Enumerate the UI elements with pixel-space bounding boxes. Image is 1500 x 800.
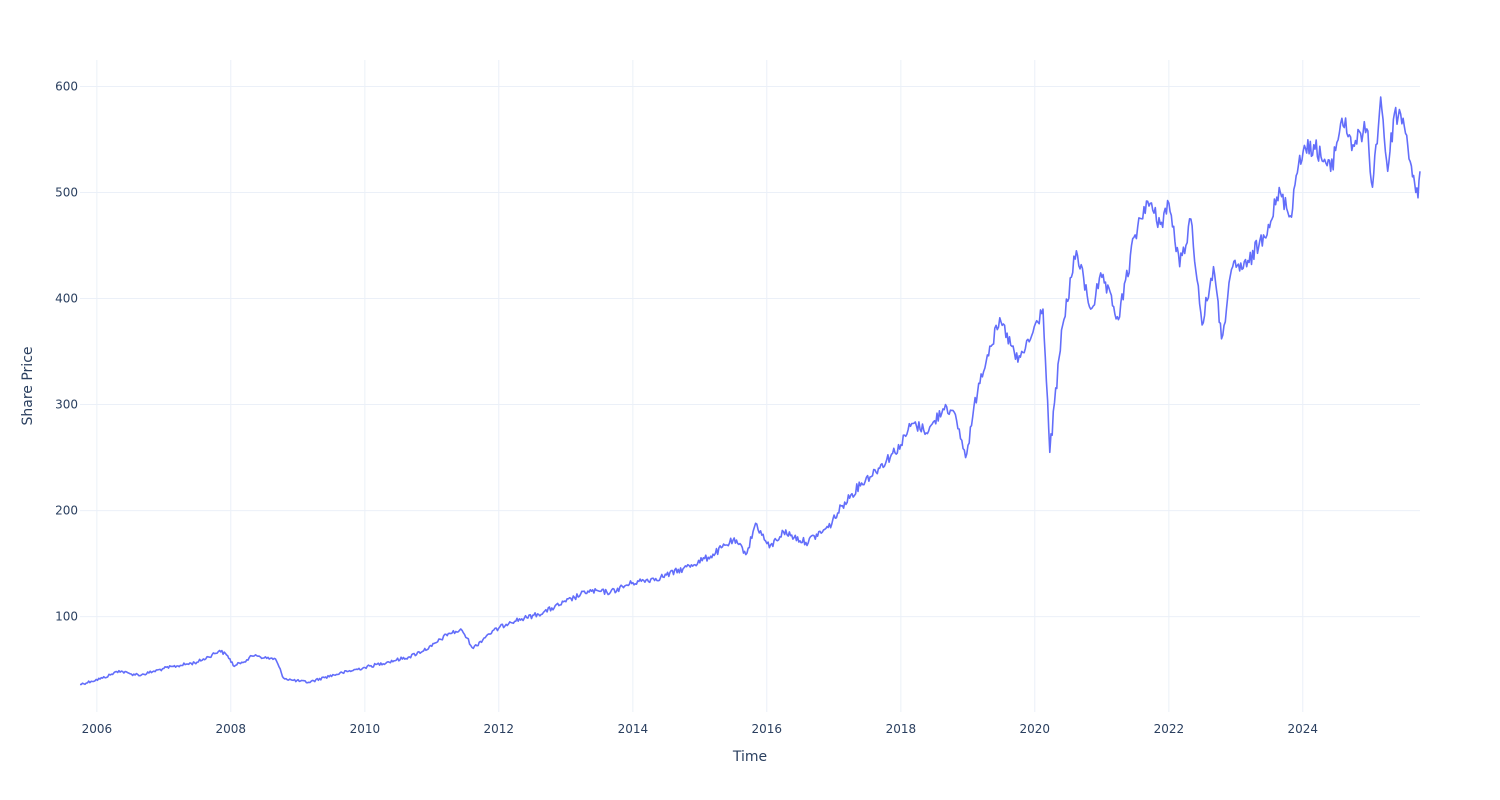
series-layer [79,96,1421,686]
x-tick-label: 2012 [484,722,515,736]
x-tick-label: 2024 [1288,722,1319,736]
y-tick-label: 300 [55,398,78,412]
x-tick-label: 2020 [1020,722,1051,736]
x-tick-label: 2014 [618,722,649,736]
x-axis-title: Time [732,749,767,765]
x-tick-label: 2008 [216,722,247,736]
y-axis-title: Share Price [20,346,36,425]
y-tick-label: 500 [55,186,78,200]
share-price-line [79,96,1421,686]
x-tick-label: 2006 [82,722,113,736]
x-axis-ticks: 2006 2008 2010 2012 2014 2016 2018 2020 2022 2024 [82,722,1318,736]
x-tick-label: 2010 [350,722,381,736]
x-gridlines [96,60,1304,712]
y-gridlines [80,86,1420,618]
x-tick-label: 2016 [752,722,783,736]
y-tick-label: 100 [55,610,78,624]
y-tick-label: 200 [55,504,78,518]
x-tick-label: 2022 [1154,722,1185,736]
y-tick-label: 400 [55,292,78,306]
y-axis-ticks: 100 200 300 400 500 600 [55,80,78,624]
x-tick-label: 2018 [886,722,917,736]
y-tick-label: 600 [55,80,78,94]
